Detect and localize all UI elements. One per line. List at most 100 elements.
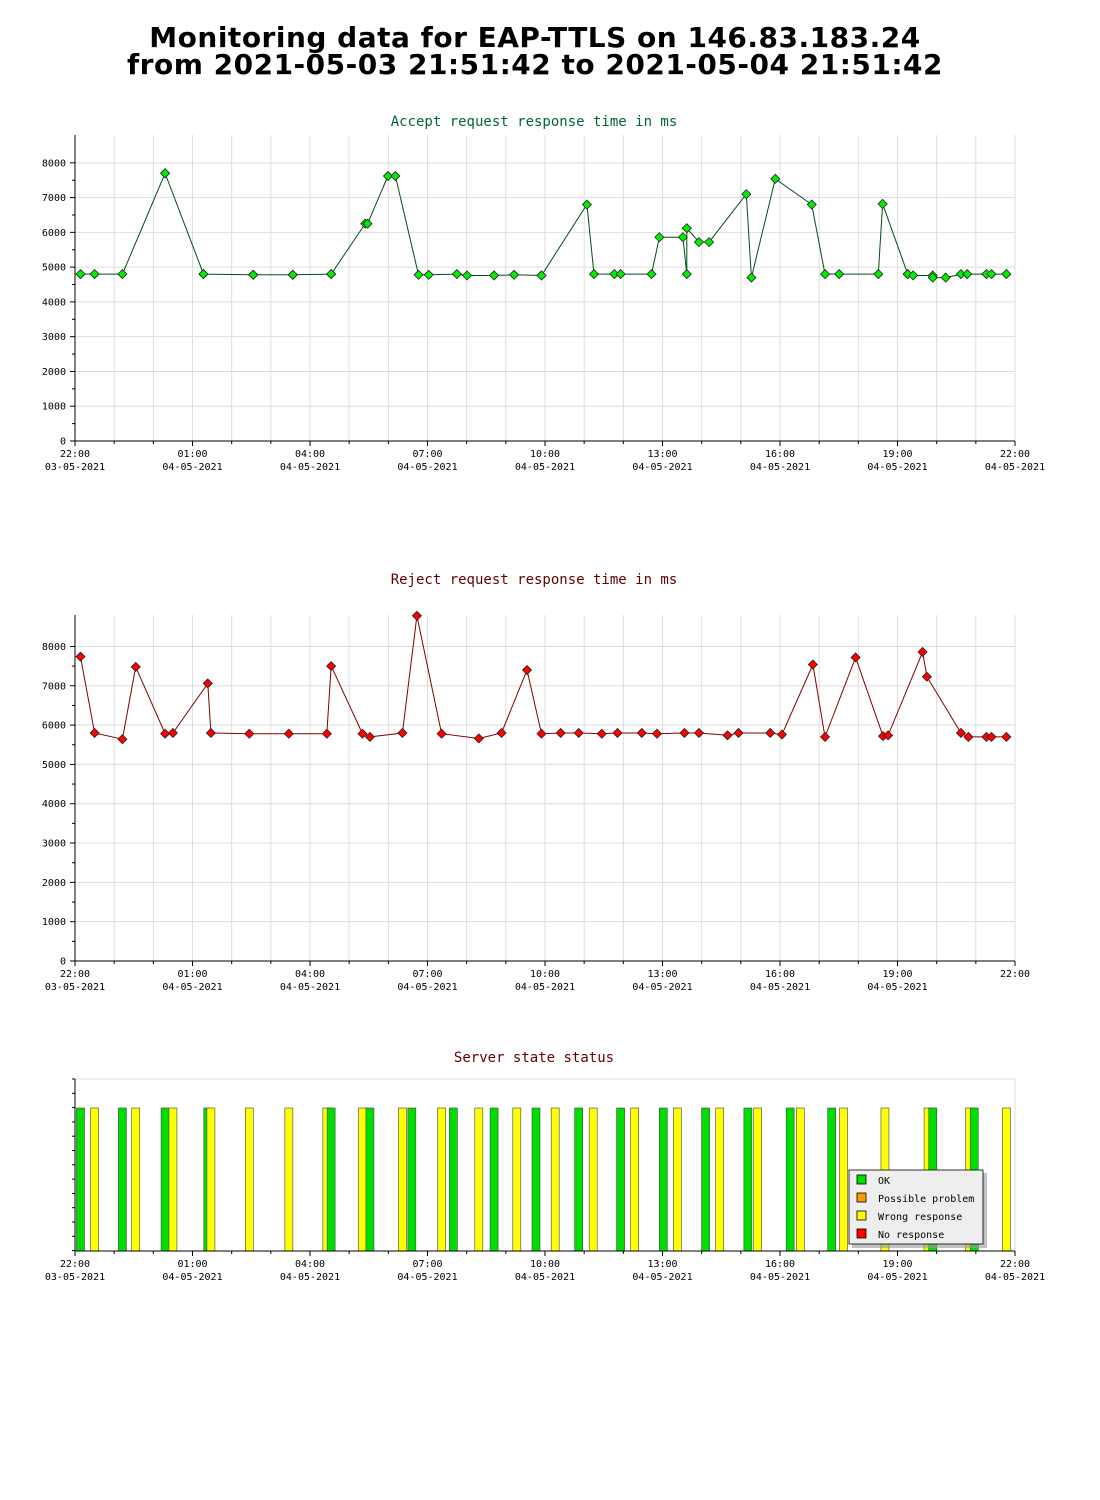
data-point — [615, 269, 626, 280]
data-point — [741, 189, 752, 200]
y-tick-label: 1000 — [42, 917, 66, 928]
x-tick-label-time: 22:00 — [60, 1259, 90, 1270]
x-tick-label-time: 10:00 — [530, 1259, 560, 1270]
x-tick-label-time: 19:00 — [882, 449, 912, 460]
x-tick-label-date: 04-05-2021 — [280, 462, 340, 473]
data-point — [612, 727, 623, 739]
x-tick-label-time: 16:00 — [765, 1259, 795, 1270]
status-bar — [701, 1107, 710, 1252]
status-bar — [206, 1107, 216, 1252]
x-tick-label-date: 04-05-2021 — [515, 1272, 575, 1283]
data-point — [496, 727, 507, 739]
data-point — [536, 270, 547, 281]
data-point — [89, 269, 100, 280]
data-point — [986, 269, 997, 280]
page-title: Monitoring data for EAP-TTLS on 146.83.1… — [0, 24, 1070, 81]
x-tick-label-date: 04-05-2021 — [867, 982, 927, 993]
data-point — [679, 727, 690, 739]
y-tick-label: 5000 — [42, 760, 66, 771]
data-point — [508, 269, 520, 280]
status-bar — [449, 1107, 458, 1252]
legend: OK Possible problem Wrong response No respo… — [848, 1169, 987, 1248]
status-bar — [630, 1107, 639, 1252]
status-bar — [839, 1107, 848, 1252]
status-bar — [160, 1107, 170, 1252]
data-point — [117, 734, 128, 745]
chart-title: Accept request response time in ms — [391, 114, 678, 130]
legend-label: OK — [878, 1176, 890, 1187]
status-bar — [118, 1107, 127, 1252]
data-point — [413, 269, 424, 280]
data-point — [733, 727, 744, 739]
x-tick-label-time: 04:00 — [295, 969, 325, 980]
page-title-line-2: from 2021-05-03 21:51:42 to 2021-05-04 2… — [126, 48, 944, 81]
x-tick-label-date: 04-05-2021 — [397, 462, 457, 473]
data-point — [940, 272, 951, 283]
data-point — [521, 664, 533, 676]
x-tick-label-time: 13:00 — [647, 969, 677, 980]
data-point — [160, 728, 171, 739]
y-tick-label: 0 — [60, 957, 66, 968]
x-tick-label-date: 03-05-2021 — [45, 462, 105, 473]
data-point — [167, 727, 178, 739]
data-point — [473, 733, 484, 744]
legend-swatch — [856, 1192, 867, 1203]
data-point — [908, 270, 919, 281]
data-point — [326, 269, 337, 280]
status-bar — [437, 1107, 446, 1252]
data-point — [962, 269, 973, 280]
x-tick-label-time: 22:00 — [1000, 449, 1030, 460]
x-tick-label-time: 13:00 — [647, 1259, 677, 1270]
data-point — [834, 269, 845, 280]
x-tick-label-time: 10:00 — [530, 449, 560, 460]
status-bar — [588, 1107, 598, 1252]
y-tick-label: 2000 — [42, 878, 66, 889]
data-point — [411, 610, 422, 621]
status-bar — [531, 1107, 541, 1252]
x-tick-label-date: 04-05-2021 — [162, 982, 222, 993]
y-tick-label: 3000 — [42, 332, 66, 343]
data-point — [283, 728, 294, 739]
chart-title: Server state status — [454, 1050, 614, 1066]
y-tick-label: 7000 — [42, 681, 66, 692]
data-point — [963, 731, 974, 742]
status-bar — [76, 1107, 85, 1252]
x-tick-label-time: 19:00 — [882, 969, 912, 980]
y-tick-label: 2000 — [42, 367, 66, 378]
x-tick-label-date: 04-05-2021 — [397, 982, 457, 993]
data-point — [819, 731, 831, 742]
data-point — [681, 223, 692, 234]
status-bar — [1002, 1107, 1011, 1252]
data-point — [75, 269, 86, 280]
status-bar — [574, 1107, 583, 1252]
legend-box — [848, 1169, 984, 1245]
status-bar — [398, 1107, 407, 1252]
y-tick-label: 6000 — [42, 228, 66, 239]
data-point — [883, 730, 894, 741]
y-tick-label: 3000 — [42, 839, 66, 850]
data-point — [75, 651, 86, 662]
status-bar — [365, 1107, 375, 1252]
x-tick-label-time: 04:00 — [295, 1259, 325, 1270]
x-tick-label-date: 04-05-2021 — [632, 982, 692, 993]
status-bar — [168, 1107, 178, 1252]
status-bar — [743, 1107, 753, 1252]
data-point — [364, 731, 375, 742]
data-point — [917, 646, 928, 658]
data-point — [776, 729, 788, 740]
data-point — [1001, 731, 1012, 742]
data-point — [765, 727, 776, 739]
server-state-status-chart: Server state status 22:00 03-05-2021 01:00 0… — [45, 1050, 1045, 1283]
x-tick-label-time: 01:00 — [177, 969, 207, 980]
legend-swatch — [856, 1174, 867, 1185]
y-tick-label: 6000 — [42, 721, 66, 732]
x-tick-label-date: 04-05-2021 — [985, 462, 1045, 473]
data-point — [555, 727, 566, 739]
x-tick-label-date: 04-05-2021 — [162, 1272, 222, 1283]
x-tick-label-date: 04-05-2021 — [867, 1272, 927, 1283]
x-tick-label-date: 04-05-2021 — [632, 462, 692, 473]
x-tick-label-time: 13:00 — [647, 449, 677, 460]
data-point — [646, 269, 657, 280]
x-tick-label-time: 19:00 — [882, 1259, 912, 1270]
data-point — [704, 237, 715, 248]
